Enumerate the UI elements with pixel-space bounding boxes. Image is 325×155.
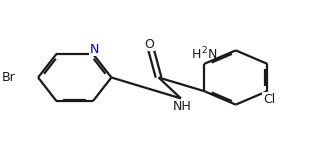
Text: Cl: Cl: [263, 93, 275, 106]
Text: 2: 2: [202, 46, 207, 55]
Text: O: O: [145, 38, 155, 51]
Text: NH: NH: [173, 100, 191, 113]
Text: H: H: [191, 48, 201, 61]
Text: N: N: [90, 43, 99, 56]
Text: Br: Br: [2, 71, 16, 84]
Text: N: N: [208, 48, 217, 61]
